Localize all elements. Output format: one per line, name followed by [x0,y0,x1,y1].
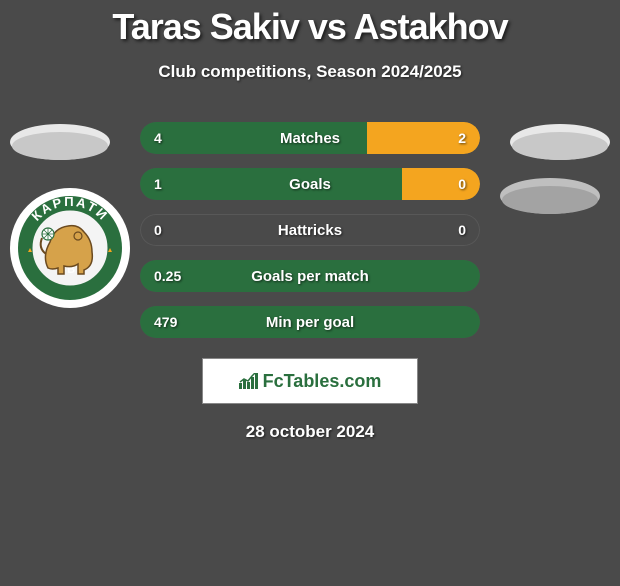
stat-row: 10Goals [140,168,480,200]
stat-label: Min per goal [140,306,480,338]
stat-label: Goals [140,168,480,200]
secondary-right-avatar [500,178,600,214]
subtitle: Club competitions, Season 2024/2025 [0,62,620,82]
logo-text: FcTables.com [263,371,382,392]
stat-row: 42Matches [140,122,480,154]
club-badge-icon: КАРПАТИ ЛЬВІВ [8,186,132,310]
bar-chart-icon [239,373,259,389]
stat-row: 00Hattricks [140,214,480,246]
stat-label: Hattricks [140,214,480,246]
fctables-logo[interactable]: FcTables.com [202,358,418,404]
player-right-avatar [510,124,610,160]
page-title: Taras Sakiv vs Astakhov [0,6,620,48]
stat-row: 0.25Goals per match [140,260,480,292]
stat-label: Matches [140,122,480,154]
date-label: 28 october 2024 [0,422,620,442]
stat-row: 479Min per goal [140,306,480,338]
stat-label: Goals per match [140,260,480,292]
player-left-avatar [10,124,110,160]
